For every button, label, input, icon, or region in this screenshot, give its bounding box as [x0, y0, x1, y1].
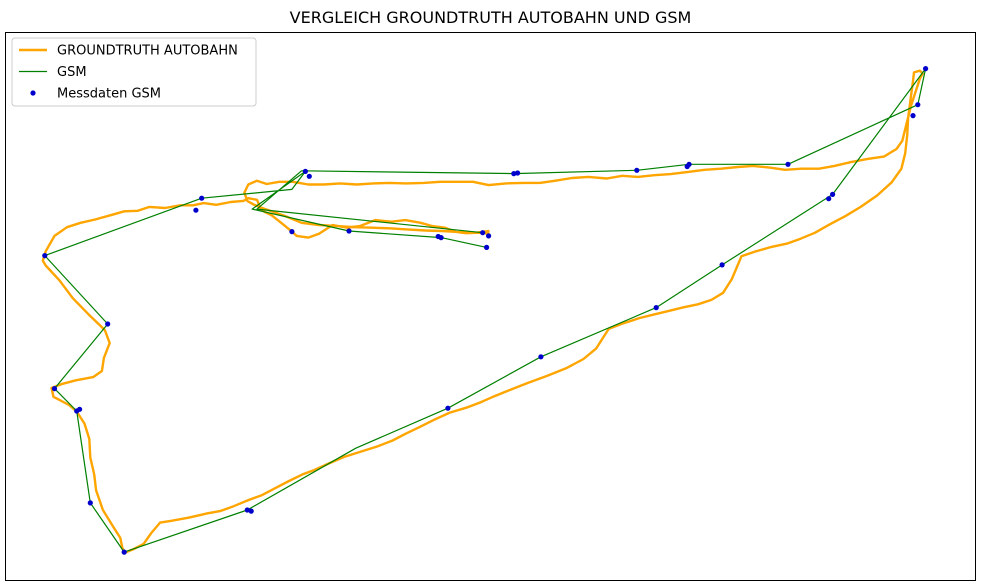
- gsm-measurement-point: [42, 253, 48, 259]
- gsm-measurement-point: [193, 207, 199, 213]
- gsm-measurement-point: [445, 405, 451, 411]
- gsm-measurement-point: [915, 102, 921, 108]
- gsm-measurement-point: [538, 354, 544, 360]
- gsm-measurement-point: [77, 406, 83, 412]
- legend-swatch-messdaten-gsm: [30, 90, 36, 96]
- gsm-measurement-point: [634, 167, 640, 173]
- legend-box: [11, 37, 257, 107]
- legend-label: GROUNDTRUTH AUTOBAHN: [57, 44, 238, 59]
- gsm-measurement-point: [51, 386, 58, 392]
- gsm-measurement-point: [719, 262, 725, 268]
- plot-area-frame: [5, 32, 976, 581]
- gsm-measurement-point: [87, 500, 93, 506]
- gsm-measurement-point: [910, 113, 916, 119]
- gsm-measurement-point: [346, 228, 352, 234]
- gsm-measurement-point: [785, 161, 791, 167]
- gsm-line: [44, 67, 927, 553]
- gsm-measurement-point: [480, 230, 486, 236]
- series-groundtruth-autobahn: [41, 69, 924, 554]
- gsm-measurement-point: [923, 66, 929, 72]
- gsm-measurement-point: [653, 305, 659, 311]
- gsm-measurement-point: [105, 321, 111, 327]
- series-gsm: [44, 67, 927, 553]
- gsm-measurement-point: [435, 233, 441, 240]
- gsm-measurement-point: [248, 508, 254, 514]
- plot-area: [41, 66, 929, 555]
- gsm-measurement-point: [484, 244, 490, 250]
- gsm-measurement-point: [302, 168, 308, 174]
- gsm-measurement-point: [830, 191, 836, 197]
- groundtruth-line: [41, 69, 924, 554]
- gsm-measurement-point: [199, 195, 205, 201]
- legend: GROUNDTRUTH AUTOBAHN GSM Messdaten GSM: [11, 37, 257, 107]
- gsm-measurement-point: [826, 196, 832, 202]
- legend-label: Messdaten GSM: [57, 87, 161, 102]
- gsm-measurement-point: [486, 233, 492, 239]
- gsm-measurement-point: [306, 173, 312, 179]
- gsm-measurement-point: [289, 229, 295, 235]
- gsm-measurement-point: [515, 170, 521, 176]
- series-messdaten-gsm: [42, 66, 929, 555]
- gsm-measurement-point: [684, 163, 690, 170]
- gsm-measurement-point: [121, 549, 127, 555]
- gsm-measurement-point: [244, 507, 250, 513]
- chart-title: VERGLEICH GROUNDTRUTH AUTOBAHN UND GSM: [290, 8, 692, 27]
- legend-label: GSM: [57, 65, 87, 80]
